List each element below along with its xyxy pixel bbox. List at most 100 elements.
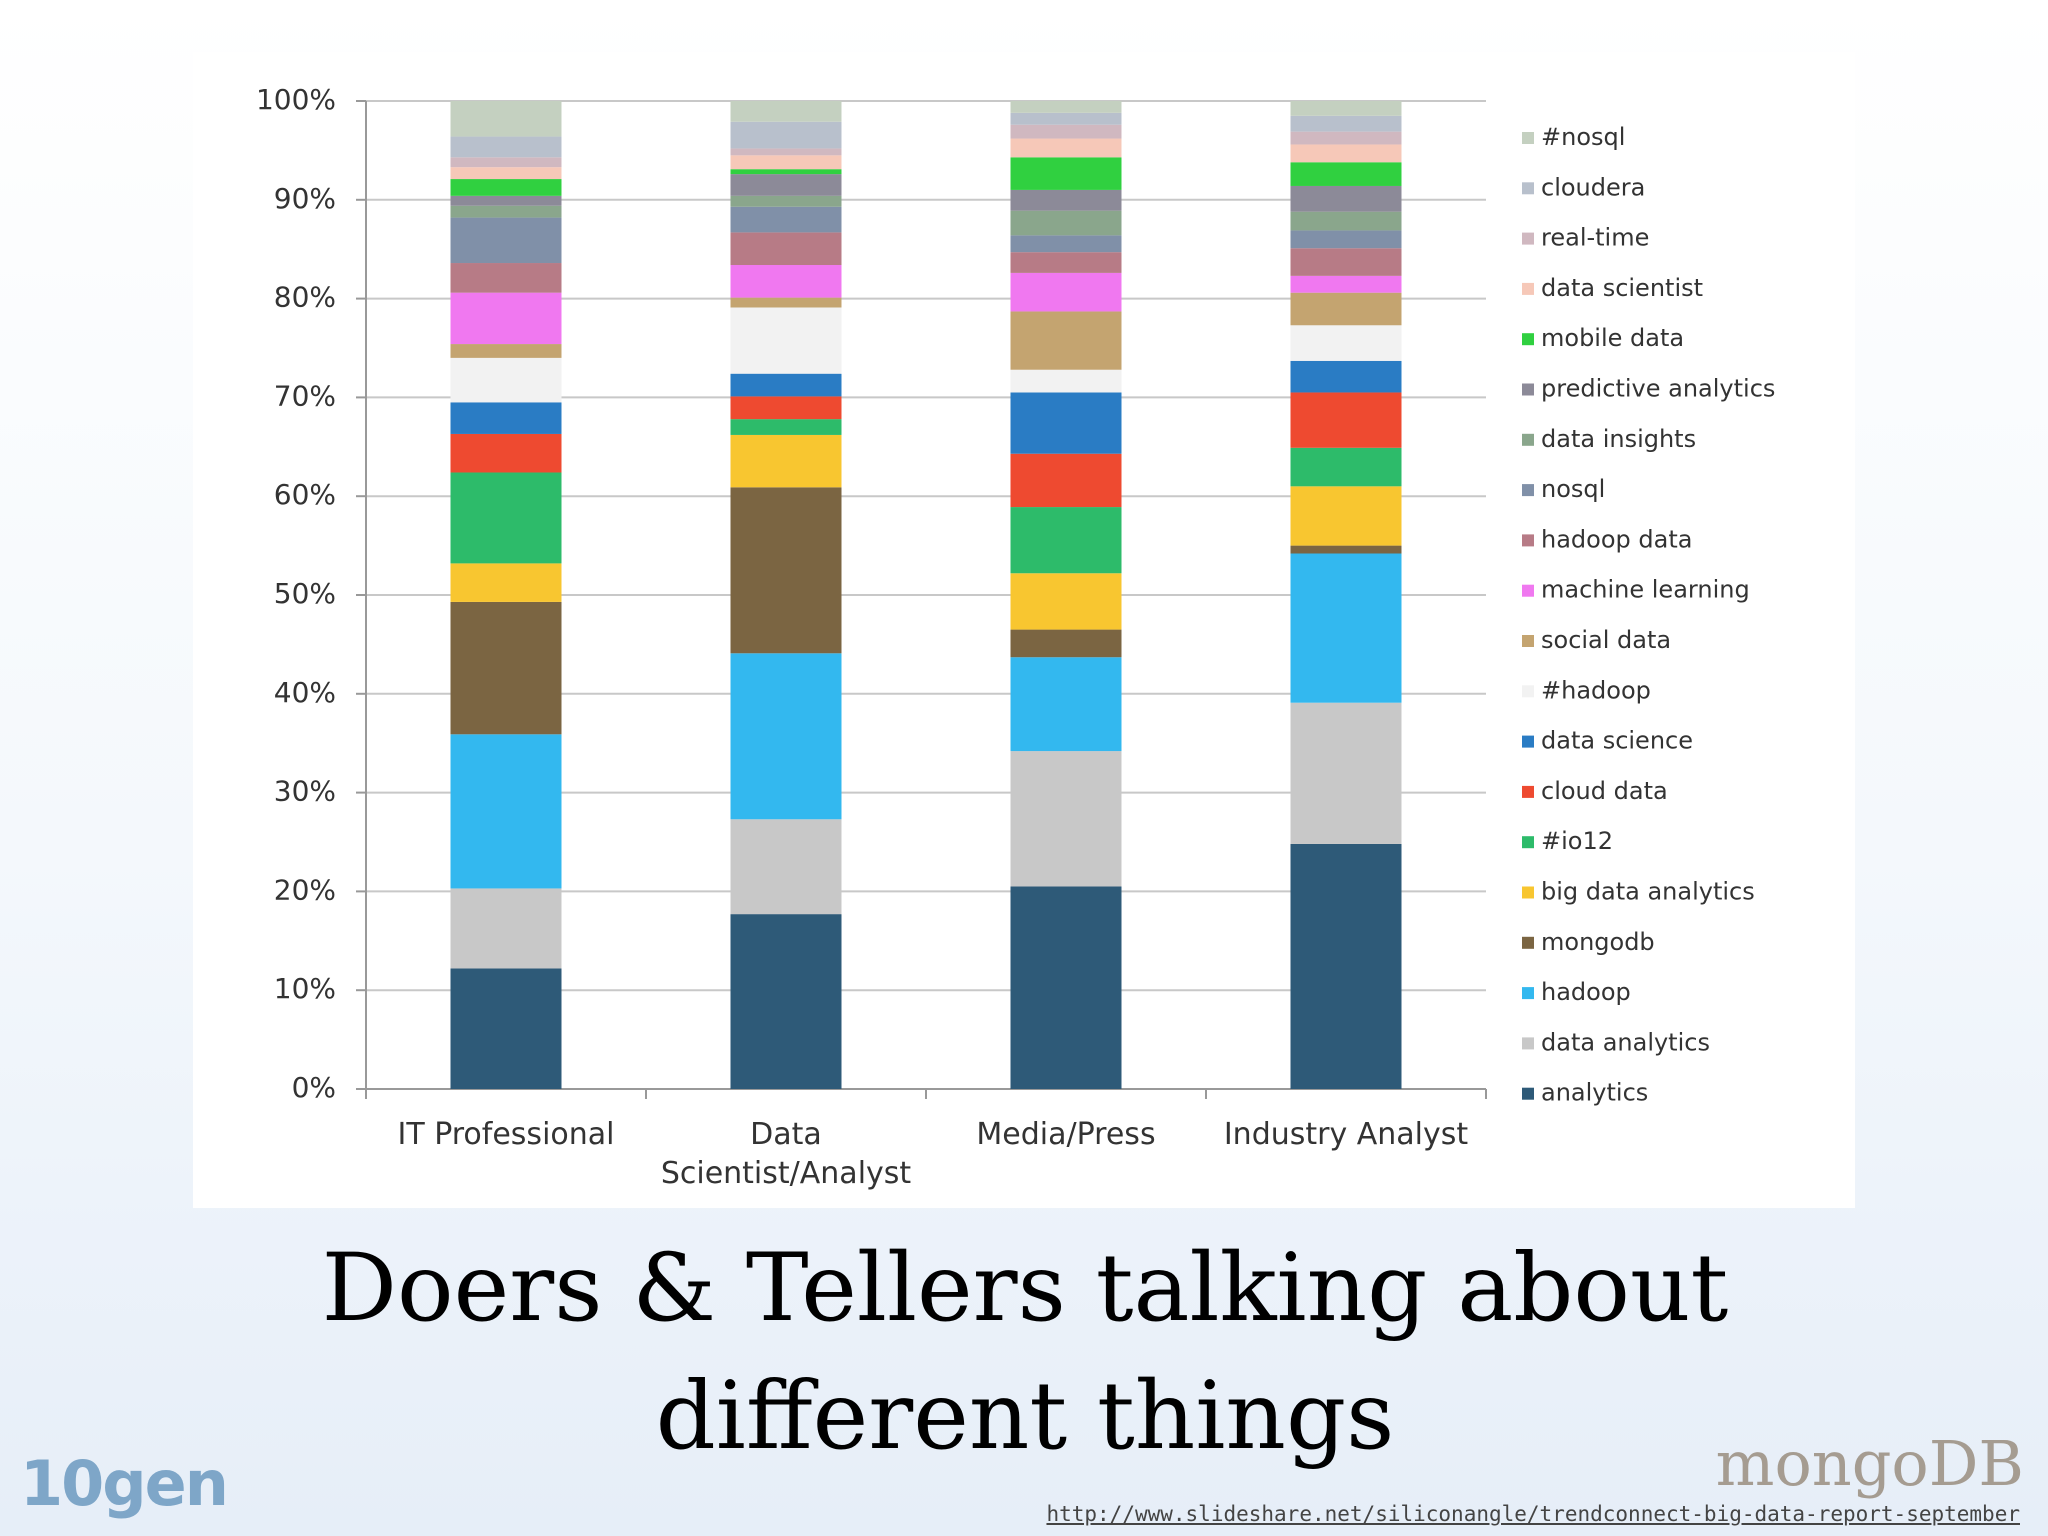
legend-label: data insights [1541,425,1696,453]
bar-segment [1010,157,1122,190]
y-tick-label: 80% [274,281,336,314]
y-tick-label: 20% [274,873,336,906]
bar-segment [1010,124,1122,139]
bar-segment [730,155,842,170]
bar-segment [1290,447,1402,487]
bar-segment [730,101,842,122]
bar-segment [450,968,562,1089]
legend-label: real-time [1541,224,1649,252]
bar-segment [1010,751,1122,887]
bar-segment [450,136,562,158]
bar-segment [450,263,562,293]
bar-segment [450,292,562,345]
bar-segment [730,819,842,915]
bar-segment [450,888,562,969]
legend-label: data analytics [1541,1028,1710,1056]
legend-swatch [1522,886,1534,899]
x-tick-label: IT Professional [397,1117,615,1152]
bar-segment [1010,311,1122,370]
x-tick-label: Media/Press [976,1117,1156,1152]
bar-segment [450,433,562,473]
bar-segment [450,472,562,564]
legend-swatch [1522,1037,1534,1050]
legend-swatch [1522,132,1534,144]
legend-swatch [1522,484,1534,497]
legend-swatch [1522,836,1534,849]
bar-segment [1010,657,1122,752]
legend-swatch [1522,987,1534,1000]
bar-segment [450,205,562,218]
bar-segment [730,148,842,156]
bar-segment [730,307,842,374]
slide-title: Doers & Tellers talking about different … [321,1234,1729,1471]
bar-segment [1290,144,1402,163]
bar-segment [450,157,562,168]
legend-label: data science [1541,727,1693,755]
legend-label: analytics [1541,1079,1648,1107]
bar-segment [730,434,842,488]
legend-label: hadoop [1541,978,1631,1006]
legend-label: cloudera [1541,173,1645,201]
legend-swatch [1522,584,1534,597]
bar-segment [730,206,842,233]
bar-segment [450,563,562,602]
bar-segment [1290,101,1402,116]
legend-swatch [1522,534,1534,547]
bar-segment [1290,230,1402,249]
legend-swatch [1522,685,1534,698]
bar-segment [1010,189,1122,211]
bar-segment [450,734,562,889]
legend-label: social data [1541,626,1671,654]
source-link[interactable]: http://www.slideshare.net/siliconangle/t… [1046,1502,2020,1526]
legend-label: mobile data [1541,324,1684,352]
y-tick-label: 70% [274,379,336,412]
bar-segment [1010,101,1122,113]
legend-swatch [1522,282,1534,295]
bar-segment [1290,185,1402,212]
bar-segment [730,169,842,175]
bar-segment [1010,235,1122,253]
bar-segment [730,653,842,820]
bar-segment [1010,369,1122,393]
legend-label: predictive analytics [1541,375,1775,403]
legend-label: big data analytics [1541,878,1755,906]
x-tick-label: Industry Analyst [1223,1117,1469,1152]
bar-segment [730,396,842,420]
bar-segment [1010,886,1122,1089]
legend-swatch [1522,333,1534,346]
legend-label: machine learning [1541,576,1750,604]
bar-segment [1290,211,1402,231]
y-tick-label: 10% [274,972,336,1005]
legend-label: #nosql [1541,123,1625,151]
legend-swatch [1522,433,1534,446]
bar-segment [450,357,562,403]
legend-swatch [1522,232,1534,245]
legend-swatch [1522,182,1534,195]
y-tick-label: 100% [256,83,336,116]
bar-segment [1010,629,1122,658]
bar-segment [1290,325,1402,361]
bar-segment [1010,507,1122,574]
legend-label: nosql [1541,475,1605,503]
bar-segment [450,195,562,206]
bar-segment [1010,573,1122,630]
bar-segment [1290,545,1402,554]
legend-swatch [1522,1087,1534,1100]
bar-segment [1010,210,1122,236]
bar-segment [730,914,842,1089]
bar-segment [730,195,842,207]
legend-swatch [1522,785,1534,798]
y-tick-label: 0% [292,1071,336,1104]
bar-segment [730,297,842,308]
bar-segment [1290,248,1402,276]
bar-segment [1290,131,1402,145]
bar-segment [730,265,842,298]
y-tick-label: 60% [274,478,336,511]
bar-segment [450,601,562,735]
legend-label: data scientist [1541,274,1703,302]
bar-segment [450,167,562,180]
bar-segment [1010,138,1122,158]
bar-segment [730,487,842,654]
